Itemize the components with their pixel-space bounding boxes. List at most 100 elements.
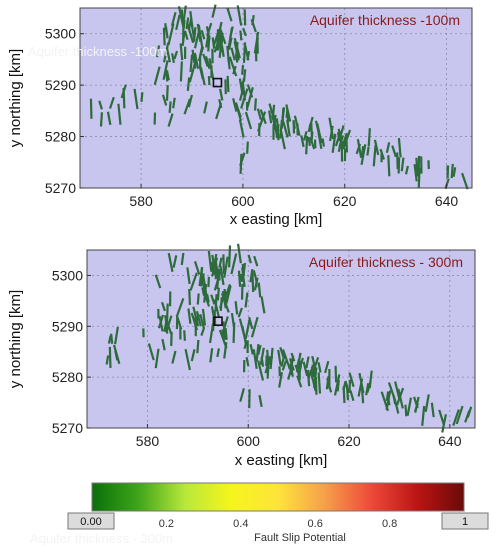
fault-segment — [309, 124, 310, 132]
y-tick-label: 5290 — [52, 318, 83, 334]
fault-segment — [124, 88, 125, 108]
fault-segment — [173, 98, 175, 108]
fault-segment — [369, 128, 370, 146]
y-tick-label: 5270 — [45, 180, 76, 196]
x-tick-label: 640 — [438, 433, 462, 449]
fault-segment — [367, 147, 368, 155]
fault-segment — [197, 340, 198, 353]
fault-segment — [311, 123, 312, 138]
fault-segment — [241, 274, 242, 282]
y-axis-label: y northing [km] — [7, 290, 24, 388]
fault-segment — [228, 76, 229, 92]
y-tick-label: 5300 — [52, 267, 83, 283]
plot-area — [80, 8, 472, 188]
fault-segment — [306, 136, 307, 154]
colorbar-gradient — [92, 483, 464, 511]
x-tick-label: 620 — [333, 193, 357, 209]
colorbar-min-label: 0.00 — [80, 516, 101, 528]
fault-segment — [252, 15, 253, 25]
fault-segment — [416, 158, 417, 177]
y-tick-label: 5280 — [45, 129, 76, 145]
fault-segment — [226, 328, 227, 340]
x-axis-label: x easting [km] — [235, 452, 328, 469]
fault-segment — [287, 109, 288, 118]
fault-segment — [252, 273, 253, 292]
fault-segment — [262, 357, 263, 367]
fault-segment — [91, 99, 92, 119]
fault-segment — [347, 385, 348, 401]
fault-segment — [268, 365, 269, 379]
x-tick-label: 580 — [129, 193, 153, 209]
fault-segment — [181, 43, 183, 60]
fault-segment — [195, 55, 196, 69]
watermark-text-1: Aquifer thickness -100m — [28, 44, 167, 59]
fault-segment — [110, 347, 111, 368]
fault-segment — [240, 30, 241, 40]
fault-segment — [181, 61, 182, 81]
fault-segment — [336, 366, 337, 383]
fault-segment — [388, 155, 389, 176]
panel-title: Aquifer thickness - 300m — [309, 254, 463, 270]
fault-segment — [255, 98, 256, 110]
y-tick-label: 5280 — [52, 369, 83, 385]
fault-segment — [167, 85, 168, 101]
panel-title: Aquifer thickness -100m — [310, 12, 460, 28]
fault-segment — [198, 293, 199, 304]
x-tick-label: 600 — [231, 193, 255, 209]
fault-segment — [387, 391, 388, 400]
y-axis-label: y northing [km] — [7, 49, 24, 147]
colorbar-tick-label: 0.2 — [159, 518, 174, 530]
panel-2: 580 600 620 640 5270 5280 5290 5300 x easting [k… — [7, 244, 475, 469]
y-tick-label: 5290 — [45, 77, 76, 93]
fault-segment — [188, 77, 189, 91]
fault-segment — [362, 146, 363, 157]
fault-segment — [189, 289, 190, 305]
fault-segment — [344, 386, 345, 403]
fault-segment — [217, 348, 218, 356]
x-tick-label: 620 — [337, 433, 361, 449]
colorbar-tick-label: 0.6 — [308, 518, 323, 530]
x-tick-label: 640 — [435, 193, 459, 209]
fault-segment — [405, 405, 406, 417]
fault-segment — [111, 334, 112, 344]
y-tick-label: 5270 — [52, 420, 83, 436]
fault-segment — [244, 42, 245, 62]
fault-segment — [362, 387, 363, 404]
colorbar-tick-label: 0.8 — [382, 518, 397, 530]
fault-segment — [259, 283, 260, 298]
fault-segment — [247, 142, 248, 154]
fault-segment — [234, 322, 235, 343]
colorbar-max-label: 1 — [462, 516, 468, 528]
x-axis-label: x easting [km] — [230, 211, 323, 228]
fault-segment — [164, 28, 165, 46]
fault-segment — [242, 65, 243, 75]
fault-segment — [184, 330, 185, 341]
y-tick-label: 5300 — [45, 26, 76, 42]
x-tick-label: 600 — [237, 433, 261, 449]
fault-segment — [101, 112, 102, 126]
fault-segment — [419, 156, 420, 177]
panel-1: 580 600 620 640 5270 5280 5290 5300 x easting [k… — [7, 5, 472, 228]
fault-segment — [213, 37, 214, 48]
fault-segment — [323, 138, 324, 146]
colorbar-tick-label: 0.4 — [233, 518, 248, 530]
colorbar-label: Fault Slip Potential — [254, 532, 346, 544]
fault-segment — [319, 372, 320, 393]
fault-segment — [141, 92, 142, 102]
fault-segment — [218, 288, 219, 301]
fault-segment — [244, 263, 245, 272]
watermark-text-2: Aquifer thickness - 300m — [30, 531, 173, 546]
fault-segment — [293, 120, 294, 129]
fault-segment — [239, 271, 240, 287]
fault-segment — [216, 294, 217, 311]
fault-segment — [221, 38, 222, 52]
fault-segment — [229, 245, 230, 267]
fault-segment — [219, 270, 220, 280]
fault-segment — [277, 124, 278, 140]
fault-segment — [241, 154, 242, 174]
fault-segment — [107, 356, 108, 365]
x-tick-label: 580 — [136, 433, 160, 449]
fault-segment — [170, 101, 171, 112]
